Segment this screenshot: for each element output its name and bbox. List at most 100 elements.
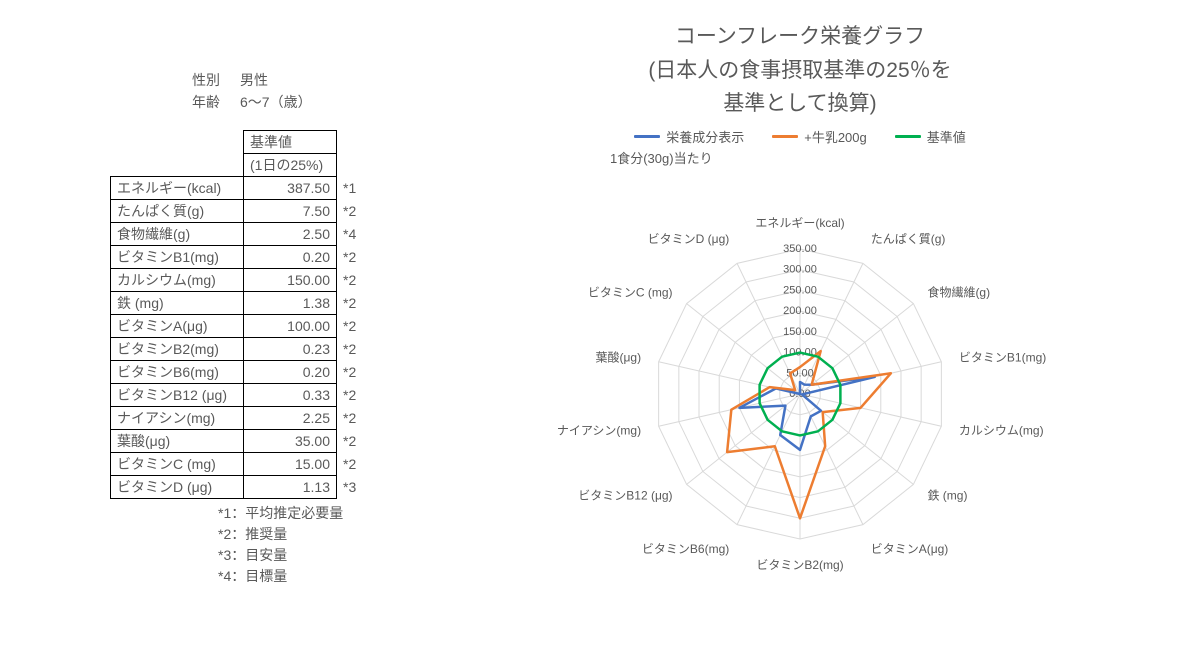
table-row: ビタミンA(μg)100.00*2: [111, 315, 363, 338]
nutrient-value: 35.00: [244, 430, 337, 453]
nutrient-value: 2.25: [244, 407, 337, 430]
radar-axis-label: たんぱく質(g): [871, 231, 946, 246]
nutrient-value: 0.20: [244, 246, 337, 269]
footnote: *1：平均推定必要量: [218, 503, 420, 523]
nutrient-name: ビタミンB1(mg): [111, 246, 244, 269]
nutrient-note: *2: [337, 200, 363, 223]
table-row: 食物繊維(g)2.50*4: [111, 223, 363, 246]
nutrient-name: たんぱく質(g): [111, 200, 244, 223]
nutrient-name: ビタミンA(μg): [111, 315, 244, 338]
radar-axis-label: 鉄 (mg): [927, 487, 967, 502]
nutrient-name: ビタミンC (mg): [111, 453, 244, 476]
radar-spoke: [800, 394, 863, 525]
nutrient-note: *4: [337, 223, 363, 246]
nutrient-name: ビタミンB12 (μg): [111, 384, 244, 407]
nutrient-value: 100.00: [244, 315, 337, 338]
nutrient-value: 7.50: [244, 200, 337, 223]
footnote: *2：推奨量: [218, 524, 420, 544]
meta-gender-value: 男性: [240, 70, 268, 90]
chart-legend: 栄養成分表示 +牛乳200g 基準値: [420, 127, 1180, 146]
legend-item: 基準値: [895, 127, 966, 146]
legend-label: 基準値: [927, 127, 966, 146]
footnote: *3：目安量: [218, 545, 420, 565]
nutrient-name: ビタミンB2(mg): [111, 338, 244, 361]
serving-label: 1食分(30g)当たり: [610, 148, 1180, 167]
radar-tick-label: 150.00: [783, 326, 817, 338]
table-row: ビタミンD (μg)1.13*3: [111, 476, 363, 499]
nutrient-note: *2: [337, 430, 363, 453]
table-header-sub: (1日の25%): [244, 154, 337, 177]
nutrient-value: 15.00: [244, 453, 337, 476]
meta-gender-row: 性別 男性: [110, 70, 420, 90]
meta-gender-label: 性別: [110, 70, 240, 90]
nutrient-note: *2: [337, 338, 363, 361]
radar-axis-label: カルシウム(mg): [959, 423, 1044, 437]
nutrient-note: *2: [337, 246, 363, 269]
radar-spoke: [737, 394, 800, 525]
nutrient-note: *2: [337, 292, 363, 315]
nutrient-value: 2.50: [244, 223, 337, 246]
radar-axis-label: 食物繊維(g): [927, 284, 990, 299]
table-row: エネルギー(kcal)387.50*1: [111, 177, 363, 200]
radar-wrap: 0.0050.00100.00150.00200.00250.00300.003…: [420, 171, 1180, 601]
nutrient-value: 0.20: [244, 361, 337, 384]
radar-axis-label: ビタミンB12 (μg): [578, 488, 672, 502]
radar-axis-label: ビタミンB6(mg): [642, 542, 729, 556]
legend-swatch: [634, 135, 660, 138]
nutrient-name: ビタミンD (μg): [111, 476, 244, 499]
table-header-main: 基準値: [244, 131, 337, 154]
nutrient-value: 387.50: [244, 177, 337, 200]
nutrient-value: 0.33: [244, 384, 337, 407]
radar-axis-label: ビタミンD (μg): [648, 232, 730, 246]
nutrient-name: 食物繊維(g): [111, 223, 244, 246]
legend-swatch: [772, 135, 798, 138]
table-row: 葉酸(μg)35.00*2: [111, 430, 363, 453]
chart-title-line3: 基準として換算): [420, 87, 1180, 121]
radar-axis-label: ビタミンB2(mg): [756, 558, 843, 572]
left-panel: 性別 男性 年齢 6～7（歳） 基準値 (1日の25%) エネルギー(kcal)…: [0, 0, 420, 664]
chart-title-line2: (日本人の食事摂取基準の25％を: [420, 54, 1180, 88]
table-row: カルシウム(mg)150.00*2: [111, 269, 363, 292]
radar-axis-label: ビタミンB1(mg): [959, 351, 1046, 365]
nutrition-table: 基準値 (1日の25%) エネルギー(kcal)387.50*1たんぱく質(g)…: [110, 130, 363, 499]
chart-title: コーンフレーク栄養グラフ (日本人の食事摂取基準の25％を 基準として換算): [420, 20, 1180, 121]
radar-axis-label: ビタミンA(μg): [871, 542, 949, 556]
meta-age-value: 6～7（歳）: [240, 92, 312, 112]
table-row: ビタミンB6(mg)0.20*2: [111, 361, 363, 384]
radar-tick-label: 250.00: [783, 284, 817, 296]
legend-label: 栄養成分表示: [666, 127, 744, 146]
radar-tick-label: 200.00: [783, 305, 817, 317]
nutrient-value: 1.13: [244, 476, 337, 499]
footnote: *4：目標量: [218, 566, 420, 586]
table-row: ビタミンB2(mg)0.23*2: [111, 338, 363, 361]
table-row: 鉄 (mg)1.38*2: [111, 292, 363, 315]
nutrient-name: ビタミンB6(mg): [111, 361, 244, 384]
meta-age-row: 年齢 6～7（歳）: [110, 92, 420, 112]
radar-tick-label: 350.00: [783, 243, 817, 255]
nutrient-note: *2: [337, 453, 363, 476]
radar-axis-label: 葉酸(μg): [595, 350, 641, 365]
nutrient-note: *2: [337, 269, 363, 292]
table-row: ナイアシン(mg)2.25*2: [111, 407, 363, 430]
nutrient-name: 鉄 (mg): [111, 292, 244, 315]
nutrient-name: カルシウム(mg): [111, 269, 244, 292]
radar-axis-label: エネルギー(kcal): [755, 216, 844, 230]
meta-age-label: 年齢: [110, 92, 240, 112]
legend-item: +牛乳200g: [772, 127, 867, 146]
radar-axis-label: ビタミンC (mg): [588, 285, 673, 299]
nutrient-note: *3: [337, 476, 363, 499]
nutrient-value: 1.38: [244, 292, 337, 315]
right-panel: コーンフレーク栄養グラフ (日本人の食事摂取基準の25％を 基準として換算) 栄…: [420, 0, 1200, 664]
table-row: ビタミンB1(mg)0.20*2: [111, 246, 363, 269]
legend-swatch: [895, 135, 921, 138]
chart-title-line1: コーンフレーク栄養グラフ: [420, 20, 1180, 54]
legend-label: +牛乳200g: [804, 127, 867, 146]
nutrient-note: *2: [337, 384, 363, 407]
footnotes: *1：平均推定必要量*2：推奨量*3：目安量*4：目標量: [218, 503, 420, 586]
table-row: ビタミンB12 (μg)0.33*2: [111, 384, 363, 407]
nutrient-name: 葉酸(μg): [111, 430, 244, 453]
nutrient-note: *2: [337, 361, 363, 384]
nutrient-name: エネルギー(kcal): [111, 177, 244, 200]
nutrient-value: 0.23: [244, 338, 337, 361]
nutrient-name: ナイアシン(mg): [111, 407, 244, 430]
